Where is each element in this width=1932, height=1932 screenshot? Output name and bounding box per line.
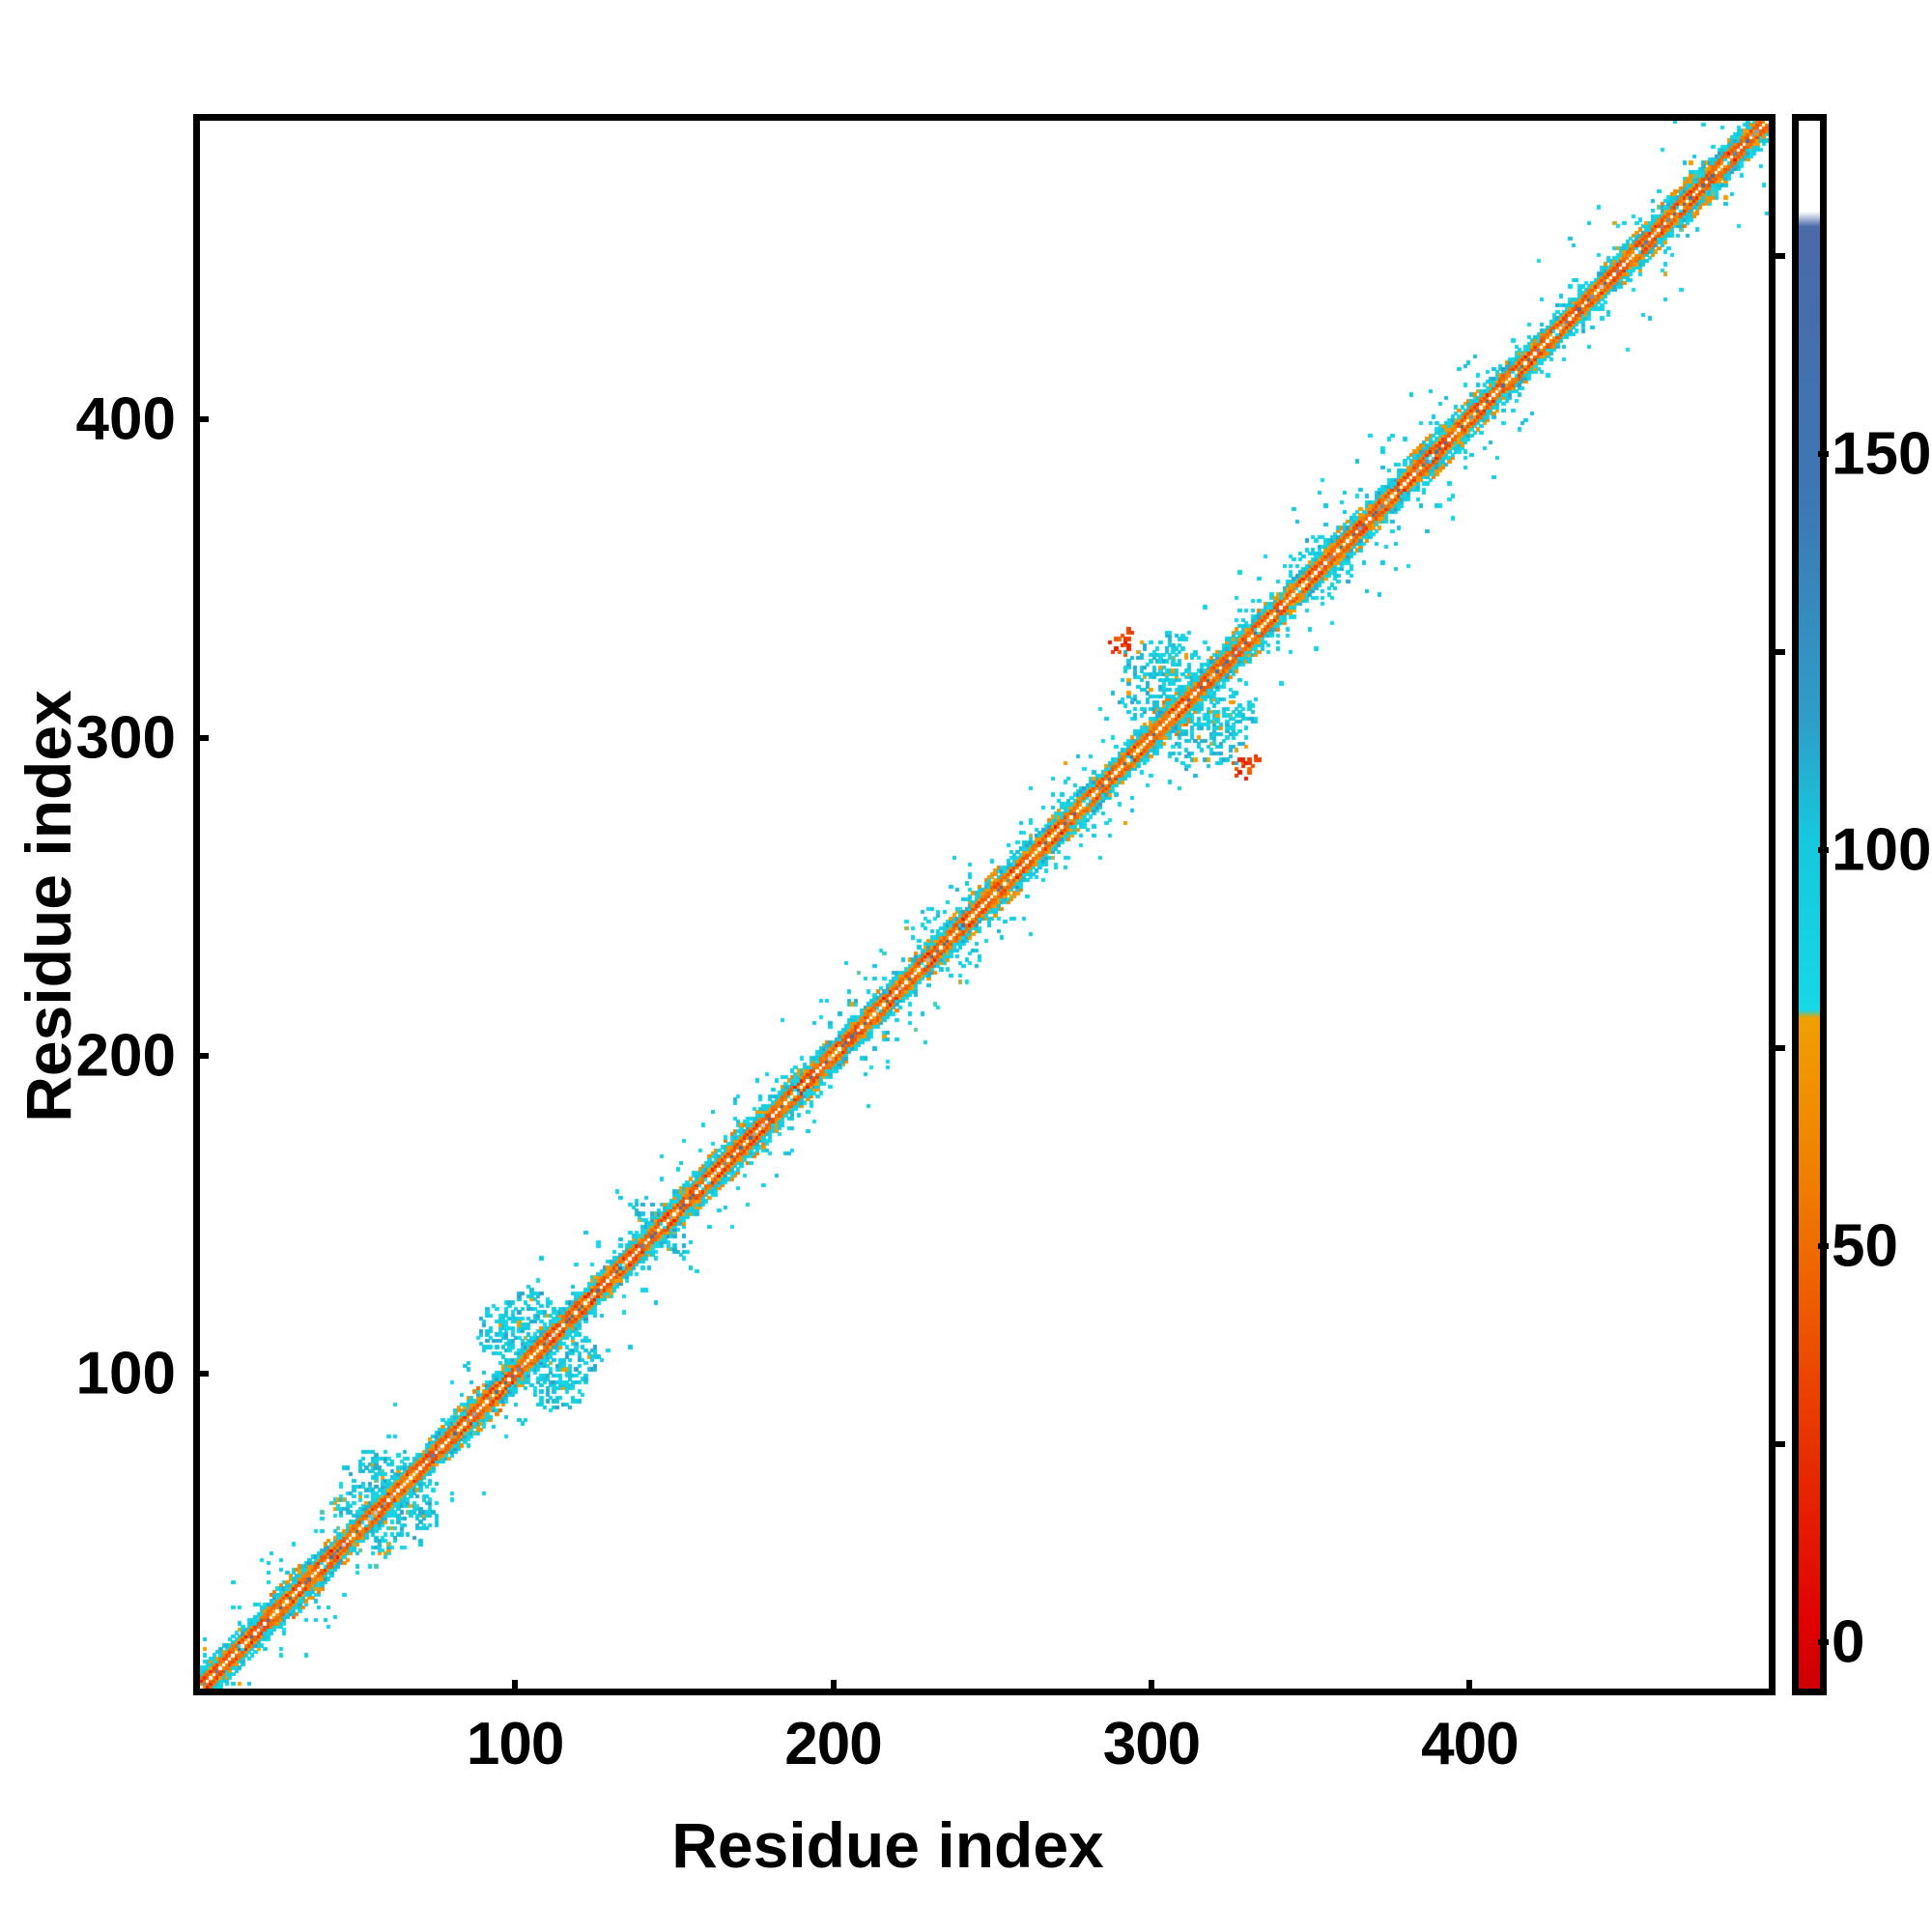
y-tick-label: 200	[75, 1022, 176, 1090]
y-tick-label: 100	[75, 1340, 176, 1407]
colorbar-minor-tick	[1772, 1441, 1785, 1447]
colorbar-tick-label: 50	[1832, 1212, 1898, 1280]
y-axis-title: Residue index	[13, 690, 84, 1122]
x-tick-mark	[1148, 1680, 1154, 1695]
colorbar-tick-mark	[1818, 1639, 1829, 1645]
y-tick-label: 400	[75, 385, 176, 453]
colorbar-minor-tick	[1772, 1045, 1785, 1051]
contact-map-heatmap	[200, 121, 1769, 1689]
y-tick-mark	[193, 1052, 209, 1059]
y-tick-mark	[193, 734, 209, 741]
y-tick-mark	[193, 416, 209, 423]
colorbar-tick-mark	[1818, 1243, 1829, 1249]
x-axis-title: Residue index	[671, 1809, 1104, 1881]
colorbar-tick-mark	[1818, 451, 1829, 457]
colorbar-frame	[1792, 114, 1827, 1695]
y-tick-label: 300	[75, 704, 176, 772]
colorbar-minor-tick	[1772, 649, 1785, 655]
colorbar-gradient	[1799, 121, 1820, 1689]
x-tick-mark	[512, 1680, 519, 1695]
x-tick-mark	[1466, 1680, 1473, 1695]
colorbar-tick-label: 150	[1832, 420, 1932, 488]
colorbar-tick-mark	[1818, 847, 1829, 853]
x-tick-label: 300	[1102, 1711, 1201, 1777]
x-tick-label: 400	[1421, 1711, 1519, 1777]
y-tick-mark	[193, 1371, 209, 1378]
colorbar-minor-tick	[1772, 253, 1785, 259]
colorbar-tick-label: 0	[1832, 1608, 1865, 1676]
x-tick-label: 100	[466, 1711, 564, 1777]
x-tick-mark	[830, 1680, 837, 1695]
x-tick-label: 200	[784, 1711, 882, 1777]
colorbar-tick-label: 100	[1832, 816, 1932, 884]
